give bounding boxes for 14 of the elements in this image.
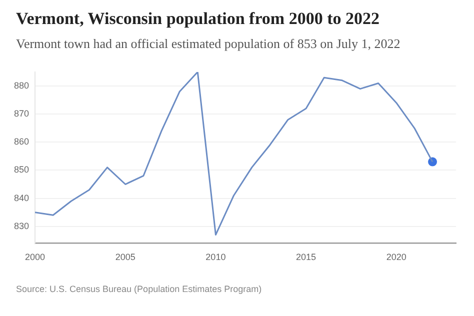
x-tick-label: 2010 (206, 252, 226, 262)
y-tick-label: 860 (14, 136, 30, 147)
y-tick-label: 870 (14, 108, 30, 119)
chart-title: Vermont, Wisconsin population from 2000 to 2022 (16, 9, 380, 29)
chart-subtitle: Vermont town had an official estimated population of 853 on July 1, 2022 (16, 36, 400, 52)
x-tick-label: 2015 (296, 252, 316, 262)
y-tick-label: 880 (14, 80, 30, 91)
y-tick-label: 830 (14, 220, 30, 231)
source-note: Source: U.S. Census Bureau (Population Estimates Program) (16, 284, 262, 294)
x-tick-label: 2020 (386, 252, 406, 262)
x-tick-label: 2005 (115, 252, 136, 262)
y-tick-label: 850 (14, 164, 30, 175)
x-tick-label: 2000 (25, 252, 46, 262)
y-tick-label: 840 (14, 192, 30, 203)
